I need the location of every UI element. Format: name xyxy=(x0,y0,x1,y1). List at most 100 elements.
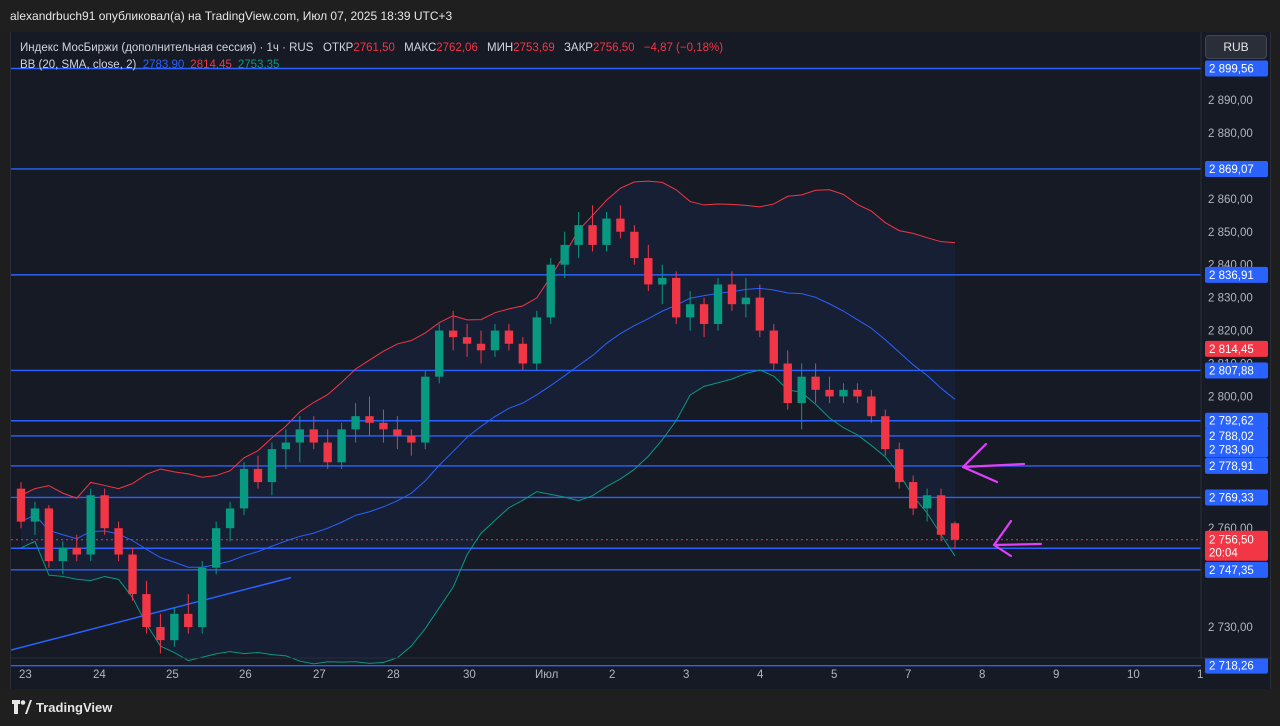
candle[interactable] xyxy=(755,284,765,338)
candle[interactable] xyxy=(170,607,179,647)
candle[interactable] xyxy=(811,363,820,404)
candle[interactable] xyxy=(448,310,458,351)
candle-body xyxy=(881,416,890,450)
chart-area[interactable]: 2 890,00 2 880,00 2 860,00 2 850,00 2 840,00… xyxy=(10,32,1272,689)
candle-body xyxy=(908,482,918,509)
x-tick-label: 1 xyxy=(1197,669,1203,681)
candle[interactable] xyxy=(421,370,430,450)
candle-body xyxy=(574,225,583,245)
candle[interactable] xyxy=(658,264,667,305)
candle[interactable] xyxy=(198,561,207,634)
level-price-tag-bg xyxy=(1205,412,1268,429)
candle[interactable] xyxy=(616,205,625,239)
candle-body xyxy=(811,376,820,390)
candle[interactable] xyxy=(630,225,639,265)
candle[interactable] xyxy=(783,350,792,410)
chart-canvas[interactable]: 2 890,002 880,002 860,002 850,002 840,00… xyxy=(11,32,1272,689)
candle[interactable] xyxy=(365,396,374,436)
candle-body xyxy=(156,627,165,641)
level-price-tag-text: 2 836,91 xyxy=(1209,270,1254,282)
candle[interactable] xyxy=(184,594,193,634)
candle[interactable] xyxy=(323,429,332,469)
x-tick-label: 8 xyxy=(979,669,985,681)
arrow-annotation[interactable] xyxy=(992,519,1043,558)
arrow-annotation[interactable] xyxy=(961,442,1026,484)
candle[interactable] xyxy=(337,422,346,469)
candle[interactable] xyxy=(142,580,151,634)
candle[interactable] xyxy=(30,501,40,535)
candle[interactable] xyxy=(309,416,318,450)
candle[interactable] xyxy=(908,475,918,516)
candle[interactable] xyxy=(950,521,960,549)
candle[interactable] xyxy=(853,383,862,404)
currency-button[interactable]: RUB xyxy=(1205,35,1267,59)
candle[interactable] xyxy=(574,211,583,259)
candle[interactable] xyxy=(895,442,904,489)
candle-body xyxy=(699,304,709,324)
candle[interactable] xyxy=(393,416,402,450)
level-price-tag-text: 2 899,56 xyxy=(1209,64,1254,76)
candle[interactable] xyxy=(839,383,848,404)
candle-body xyxy=(532,317,541,364)
x-tick-label: 9 xyxy=(1053,669,1059,681)
candle[interactable] xyxy=(504,323,514,351)
candle[interactable] xyxy=(476,330,486,364)
bb-indicator-label[interactable]: BB (20, SMA, close, 2) xyxy=(20,59,137,71)
candle[interactable] xyxy=(211,521,221,575)
candle[interactable] xyxy=(699,297,709,338)
candle[interactable] xyxy=(490,323,500,357)
candle-body xyxy=(560,244,569,265)
candle[interactable] xyxy=(295,416,304,463)
candle[interactable] xyxy=(602,211,611,252)
candle[interactable] xyxy=(435,323,444,384)
candle[interactable] xyxy=(128,547,137,601)
candle[interactable] xyxy=(44,505,54,568)
candle[interactable] xyxy=(546,258,555,324)
bb-upper-line[interactable] xyxy=(20,180,956,499)
candle[interactable] xyxy=(100,488,109,535)
candle[interactable] xyxy=(253,455,263,489)
candle[interactable] xyxy=(86,488,95,562)
candle[interactable] xyxy=(797,363,806,430)
candle[interactable] xyxy=(532,310,541,371)
candle[interactable] xyxy=(462,323,472,357)
bb-mid-line[interactable] xyxy=(20,287,956,568)
level-price-tag-bg xyxy=(1205,160,1268,177)
candle-body xyxy=(30,508,40,522)
candle[interactable] xyxy=(156,613,165,654)
candle[interactable] xyxy=(922,488,932,522)
candle[interactable] xyxy=(72,534,81,562)
candle-body xyxy=(448,330,458,338)
candle[interactable] xyxy=(239,462,249,516)
candle[interactable] xyxy=(881,409,890,456)
candle[interactable] xyxy=(713,277,723,331)
candle[interactable] xyxy=(58,541,68,575)
level-price-tag: 2 769,33 xyxy=(1205,489,1268,506)
candle[interactable] xyxy=(407,429,416,456)
candle[interactable] xyxy=(825,376,834,404)
candle[interactable] xyxy=(16,482,26,529)
level-price-tag-text: 2 792,62 xyxy=(1209,416,1254,428)
candle[interactable] xyxy=(351,403,360,443)
candle[interactable] xyxy=(685,291,695,331)
candle[interactable] xyxy=(518,337,528,371)
candle[interactable] xyxy=(281,429,291,469)
candle[interactable] xyxy=(267,442,277,496)
trend-line[interactable] xyxy=(11,576,292,651)
candle[interactable] xyxy=(644,244,653,292)
candle[interactable] xyxy=(769,323,778,371)
candle[interactable] xyxy=(379,409,388,443)
candle[interactable] xyxy=(727,271,737,311)
candle[interactable] xyxy=(225,501,235,542)
candle[interactable] xyxy=(741,277,751,318)
candle[interactable] xyxy=(672,271,681,324)
candle[interactable] xyxy=(867,389,876,423)
candle[interactable] xyxy=(588,205,597,252)
x-tick-label: 24 xyxy=(93,669,106,681)
candle-body xyxy=(142,594,151,627)
candle[interactable] xyxy=(936,488,946,542)
symbol-label[interactable]: Индекс МосБиржи (дополнительная сессия) … xyxy=(20,42,314,54)
level-price-tag-bg xyxy=(1205,60,1268,77)
candle[interactable] xyxy=(114,521,123,562)
candle[interactable] xyxy=(560,231,569,278)
